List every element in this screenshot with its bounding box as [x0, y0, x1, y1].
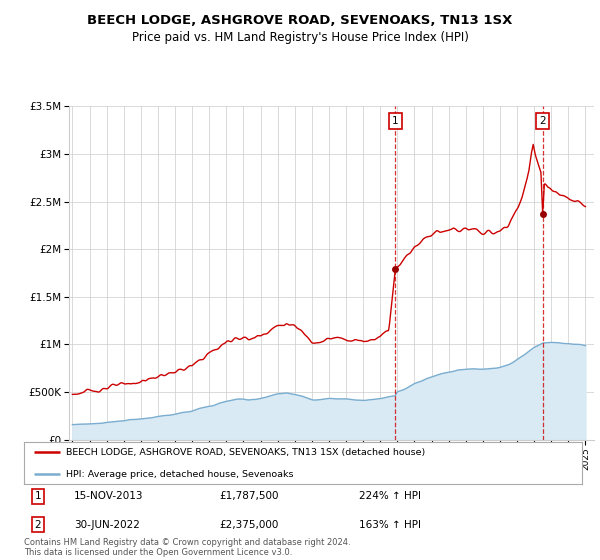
- Text: 30-JUN-2022: 30-JUN-2022: [74, 520, 140, 530]
- Text: 1: 1: [35, 491, 41, 501]
- Text: Contains HM Land Registry data © Crown copyright and database right 2024.
This d: Contains HM Land Registry data © Crown c…: [24, 538, 350, 557]
- Text: 1: 1: [392, 116, 398, 127]
- Text: £2,375,000: £2,375,000: [220, 520, 278, 530]
- Text: HPI: Average price, detached house, Sevenoaks: HPI: Average price, detached house, Seve…: [66, 470, 293, 479]
- Text: £1,787,500: £1,787,500: [220, 491, 279, 501]
- Text: Price paid vs. HM Land Registry's House Price Index (HPI): Price paid vs. HM Land Registry's House …: [131, 31, 469, 44]
- Text: 2: 2: [35, 520, 41, 530]
- Text: 15-NOV-2013: 15-NOV-2013: [74, 491, 144, 501]
- Text: BEECH LODGE, ASHGROVE ROAD, SEVENOAKS, TN13 1SX (detached house): BEECH LODGE, ASHGROVE ROAD, SEVENOAKS, T…: [66, 448, 425, 457]
- Text: BEECH LODGE, ASHGROVE ROAD, SEVENOAKS, TN13 1SX: BEECH LODGE, ASHGROVE ROAD, SEVENOAKS, T…: [88, 14, 512, 27]
- Text: 224% ↑ HPI: 224% ↑ HPI: [359, 491, 421, 501]
- Text: 2: 2: [539, 116, 546, 127]
- Text: 163% ↑ HPI: 163% ↑ HPI: [359, 520, 421, 530]
